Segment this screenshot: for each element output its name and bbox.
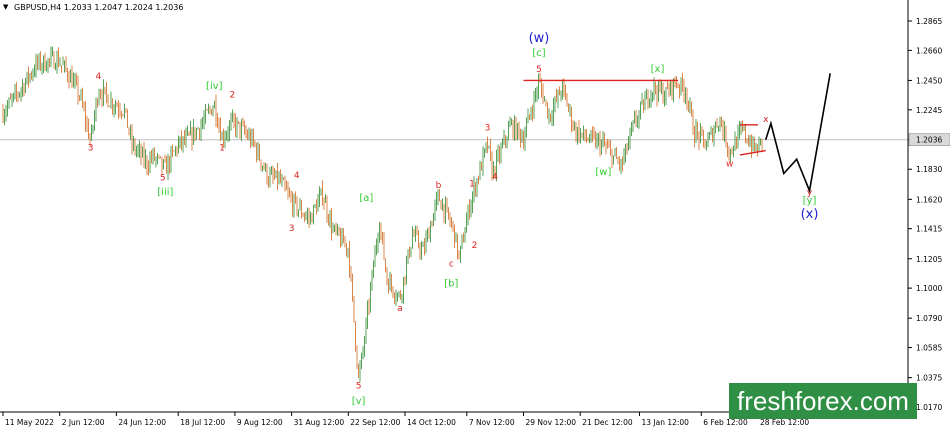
wave-label: 5 — [356, 381, 362, 391]
x-tick-label: 24 Jun 12:00 — [118, 418, 166, 427]
brand-logo[interactable]: freshforex.com — [729, 383, 917, 419]
wave-label: a — [397, 304, 403, 314]
y-tick-label: 1.2450 — [916, 76, 942, 85]
wave-label: b — [436, 181, 442, 191]
y-tick-label: 1.0375 — [916, 374, 942, 383]
wave-label: 3 — [289, 224, 295, 234]
wave-label: [x] — [651, 64, 665, 75]
x-tick-label: 11 May 2022 — [5, 418, 54, 427]
wave-label: 2 — [229, 91, 235, 101]
wave-label: 2 — [472, 241, 478, 251]
wave-label: 5 — [160, 174, 166, 184]
ohlc-values: 1.2033 1.2047 1.2024 1.2036 — [63, 3, 184, 12]
wave-label: [y] — [803, 196, 817, 207]
wave-label: c — [449, 260, 454, 270]
x-tick-label: 2 Jun 12:00 — [62, 418, 105, 427]
wave-label: 4 — [294, 171, 300, 181]
wave-label: (w) — [529, 31, 550, 46]
x-tick-label: 7 Nov 12:00 — [469, 418, 515, 427]
wave-label: y — [807, 188, 813, 198]
current-price-marker — [908, 133, 950, 147]
x-tick-label: 28 Feb 12:00 — [760, 418, 809, 427]
wave-label: [v] — [352, 396, 366, 407]
forecast-path — [764, 73, 831, 194]
wave-label: x — [763, 115, 769, 125]
x-tick-label: 14 Oct 12:00 — [407, 418, 456, 427]
x-tick-label: 13 Jan 12:00 — [641, 418, 689, 427]
y-tick-label: 1.0170 — [916, 403, 942, 412]
y-tick-label: 1.2865 — [916, 17, 942, 26]
wave-label: 4 — [492, 172, 498, 182]
wave-label: 1 — [219, 144, 225, 154]
y-tick-label: 1.1830 — [916, 165, 942, 174]
wave-label: [iii] — [157, 187, 173, 198]
symbol-header: GBPUSD,H4 1.2033 1.2047 1.2024 1.2036 — [14, 3, 183, 12]
wave-label: 1 — [469, 179, 475, 189]
y-tick-label: 1.0585 — [916, 344, 942, 353]
y-tick-label: 1.1415 — [916, 225, 942, 234]
y-tick-label: 1.1000 — [916, 284, 942, 293]
wave-label: 3 — [88, 144, 94, 154]
y-tick-label: 1.2660 — [916, 46, 942, 55]
y-tick-label: 1.1205 — [916, 255, 942, 264]
x-tick-label: 22 Sep 12:00 — [350, 418, 400, 427]
x-tick-label: 18 Jul 12:00 — [180, 418, 225, 427]
x-tick-label: 9 Aug 12:00 — [237, 418, 283, 427]
y-tick-label: 1.0790 — [916, 314, 942, 323]
x-tick-label: 6 Feb 12:00 — [703, 418, 748, 427]
wave-label: 3 — [485, 124, 491, 134]
wave-label: (x) — [801, 207, 819, 222]
symbol-label: GBPUSD,H4 — [14, 3, 62, 12]
wave-label: 4 — [95, 72, 101, 82]
wave-label: 5 — [536, 65, 542, 75]
x-tick-label: 29 Nov 12:00 — [526, 418, 577, 427]
y-tick-label: 1.1620 — [916, 195, 942, 204]
menu-arrow-icon[interactable]: ▼ — [3, 3, 9, 11]
wave-label: [w] — [595, 167, 611, 178]
wave-label: [c] — [532, 48, 545, 59]
x-tick-label: 31 Aug 12:00 — [294, 418, 345, 427]
wave-label: w — [726, 159, 733, 169]
y-tick-label: 1.2245 — [916, 106, 942, 115]
wave-label: [a] — [359, 193, 373, 204]
wave-label: [b] — [444, 279, 458, 290]
channel-line — [739, 149, 766, 156]
current-price-label: 1.2036 — [916, 136, 942, 145]
wave-label: [iv] — [206, 81, 223, 92]
x-tick-label: 21 Dec 12:00 — [582, 418, 633, 427]
